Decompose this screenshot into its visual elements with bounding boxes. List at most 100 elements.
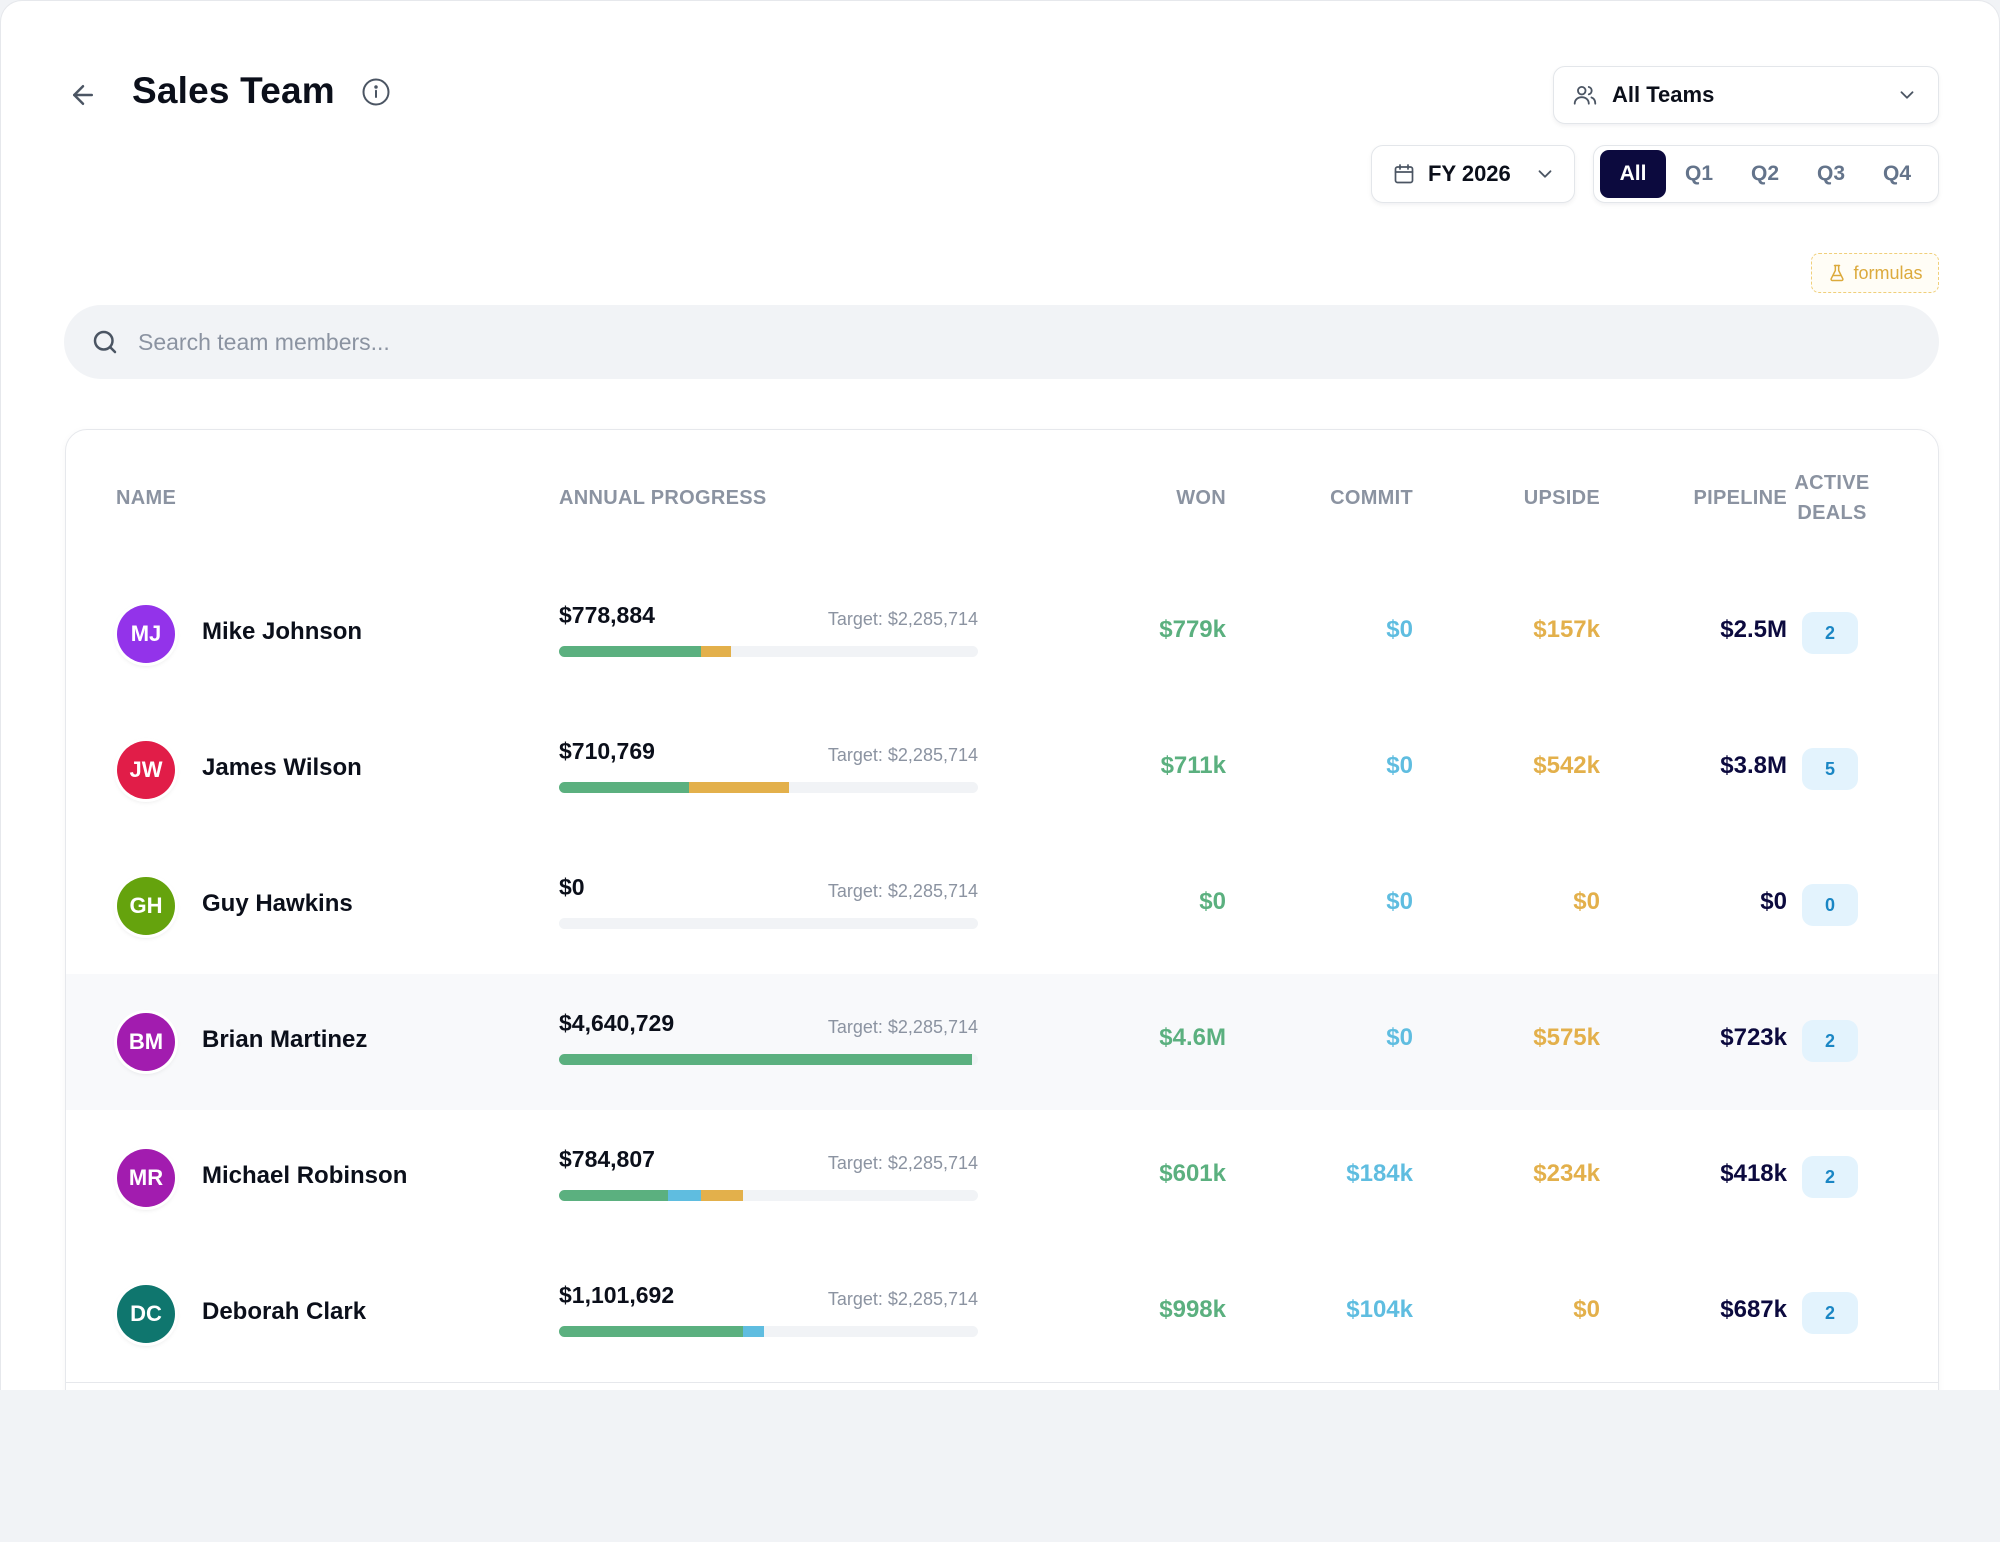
avatar: GH (117, 877, 175, 935)
won-value: $4.6M (1159, 1024, 1226, 1051)
active-deals-badge[interactable]: 2 (1802, 1292, 1858, 1334)
active-deals-badge[interactable]: 2 (1802, 1020, 1858, 1062)
annual-progress-bar (559, 1326, 978, 1337)
back-button[interactable] (63, 75, 103, 115)
column-header-active-deals[interactable]: ACTIVE DEALS (1752, 468, 1912, 528)
progress-segment-won (559, 1054, 972, 1065)
avatar: BM (117, 1013, 175, 1071)
upside-value: $157k (1533, 616, 1600, 643)
commit-value: $0 (1386, 752, 1413, 779)
annual-progress-bar (559, 918, 978, 929)
table-row[interactable]: GH Guy Hawkins $0 Target: $2,285,714 $0 … (66, 838, 1938, 974)
annual-progress-bar (559, 646, 978, 657)
fiscal-year-dropdown[interactable]: FY 2026 (1371, 145, 1575, 203)
progress-amount: $778,884 (559, 602, 655, 628)
quarter-tab-q2[interactable]: Q2 (1750, 162, 1779, 185)
sales-team-panel: Sales Team All Teams FY 2026 All Q1 Q2 Q… (0, 0, 2000, 1390)
pipeline-value: $3.8M (1720, 752, 1787, 779)
page-title: Sales Team (132, 70, 335, 111)
progress-segment-upside (688, 782, 790, 793)
teams-dropdown-label: All Teams (1612, 82, 1715, 107)
member-name[interactable]: Brian Martinez (202, 1026, 368, 1053)
arrow-left-icon (73, 85, 93, 105)
avatar: MR (117, 1149, 175, 1207)
table-row[interactable]: JW James Wilson $710,769 Target: $2,285,… (66, 702, 1938, 838)
info-icon (362, 78, 390, 106)
won-value: $0 (1199, 888, 1226, 915)
member-name[interactable]: Michael Robinson (202, 1162, 408, 1189)
search-bar (64, 305, 1939, 379)
member-name[interactable]: Deborah Clark (202, 1298, 367, 1325)
progress-target: Target: $2,285,714 (827, 1289, 978, 1309)
active-deals-badge[interactable]: 2 (1802, 612, 1858, 654)
progress-target: Target: $2,285,714 (827, 745, 978, 765)
info-button[interactable] (359, 75, 393, 109)
calendar-icon (1394, 164, 1414, 184)
search-input[interactable] (138, 328, 1838, 356)
upside-value: $575k (1533, 1024, 1600, 1051)
quarter-tab-all[interactable]: All (1600, 150, 1666, 198)
progress-segment-upside (701, 646, 731, 657)
progress-target: Target: $2,285,714 (827, 1153, 978, 1173)
quarter-tab-q3[interactable]: Q3 (1816, 162, 1845, 185)
progress-target: Target: $2,285,714 (827, 609, 978, 629)
commit-value: $0 (1386, 1024, 1413, 1051)
progress-segment-commit (743, 1326, 765, 1337)
won-value: $601k (1159, 1160, 1226, 1187)
pipeline-value: $2.5M (1720, 616, 1787, 643)
quarter-tab-q1[interactable]: Q1 (1684, 162, 1713, 185)
commit-value: $104k (1346, 1296, 1413, 1323)
column-header-name[interactable]: NAME (116, 487, 177, 509)
member-name[interactable]: Guy Hawkins (202, 890, 353, 917)
avatar: MJ (117, 605, 175, 663)
table-row[interactable]: MJ Mike Johnson $778,884 Target: $2,285,… (66, 566, 1938, 702)
active-deals-badge[interactable]: 2 (1802, 1156, 1858, 1198)
annual-progress-bar (559, 782, 978, 793)
chevron-down-icon (1538, 170, 1552, 178)
table-row[interactable]: DC Deborah Clark $1,101,692 Target: $2,2… (66, 1246, 1938, 1382)
column-header-won[interactable]: WON (1176, 487, 1226, 509)
commit-value: $0 (1386, 616, 1413, 643)
active-deals-badge[interactable]: 0 (1802, 884, 1858, 926)
progress-amount: $0 (559, 874, 585, 900)
member-name[interactable]: Mike Johnson (202, 618, 363, 645)
quarter-tab-q4[interactable]: Q4 (1882, 162, 1911, 185)
commit-value: $184k (1346, 1160, 1413, 1187)
annual-progress-bar (559, 1190, 978, 1201)
pipeline-value: $723k (1720, 1024, 1787, 1051)
column-header-pipeline[interactable]: PIPELINE (1693, 487, 1787, 509)
teams-dropdown[interactable]: All Teams (1553, 66, 1939, 124)
progress-segment-won (559, 1190, 668, 1201)
column-header-upside[interactable]: UPSIDE (1523, 487, 1600, 509)
active-deals-badge[interactable]: 5 (1802, 748, 1858, 790)
won-value: $998k (1159, 1296, 1226, 1323)
annual-progress-bar (559, 1054, 978, 1065)
upside-value: $0 (1573, 888, 1600, 915)
team-members-table: NAME ANNUAL PROGRESS WON COMMIT UPSIDE P… (65, 429, 1939, 1390)
table-row[interactable]: MR Michael Robinson $784,807 Target: $2,… (66, 1110, 1938, 1246)
search-icon (93, 330, 117, 354)
table-divider (66, 1382, 1938, 1383)
upside-value: $234k (1533, 1160, 1600, 1187)
progress-segment-won (559, 1326, 744, 1337)
quarter-filter: All Q1 Q2 Q3 Q4 (1593, 145, 1939, 203)
avatar: DC (117, 1285, 175, 1343)
upside-value: $0 (1573, 1296, 1600, 1323)
won-value: $779k (1159, 616, 1226, 643)
won-value: $711k (1160, 752, 1226, 779)
progress-target: Target: $2,285,714 (827, 881, 978, 901)
avatar: JW (117, 741, 175, 799)
progress-amount: $710,769 (559, 738, 655, 764)
pipeline-value: $418k (1720, 1160, 1787, 1187)
pipeline-value: $0 (1760, 888, 1787, 915)
column-header-commit[interactable]: COMMIT (1330, 487, 1413, 509)
progress-segment-upside (701, 1190, 744, 1201)
chevron-down-icon (1900, 91, 1914, 99)
column-header-annual-progress[interactable]: ANNUAL PROGRESS (559, 487, 767, 509)
users-icon (1573, 85, 1597, 105)
formulas-button[interactable]: formulas (1811, 253, 1939, 293)
progress-segment-won (559, 782, 689, 793)
table-row[interactable]: BM Brian Martinez $4,640,729 Target: $2,… (66, 974, 1938, 1110)
member-name[interactable]: James Wilson (202, 754, 362, 781)
progress-target: Target: $2,285,714 (827, 1017, 978, 1037)
